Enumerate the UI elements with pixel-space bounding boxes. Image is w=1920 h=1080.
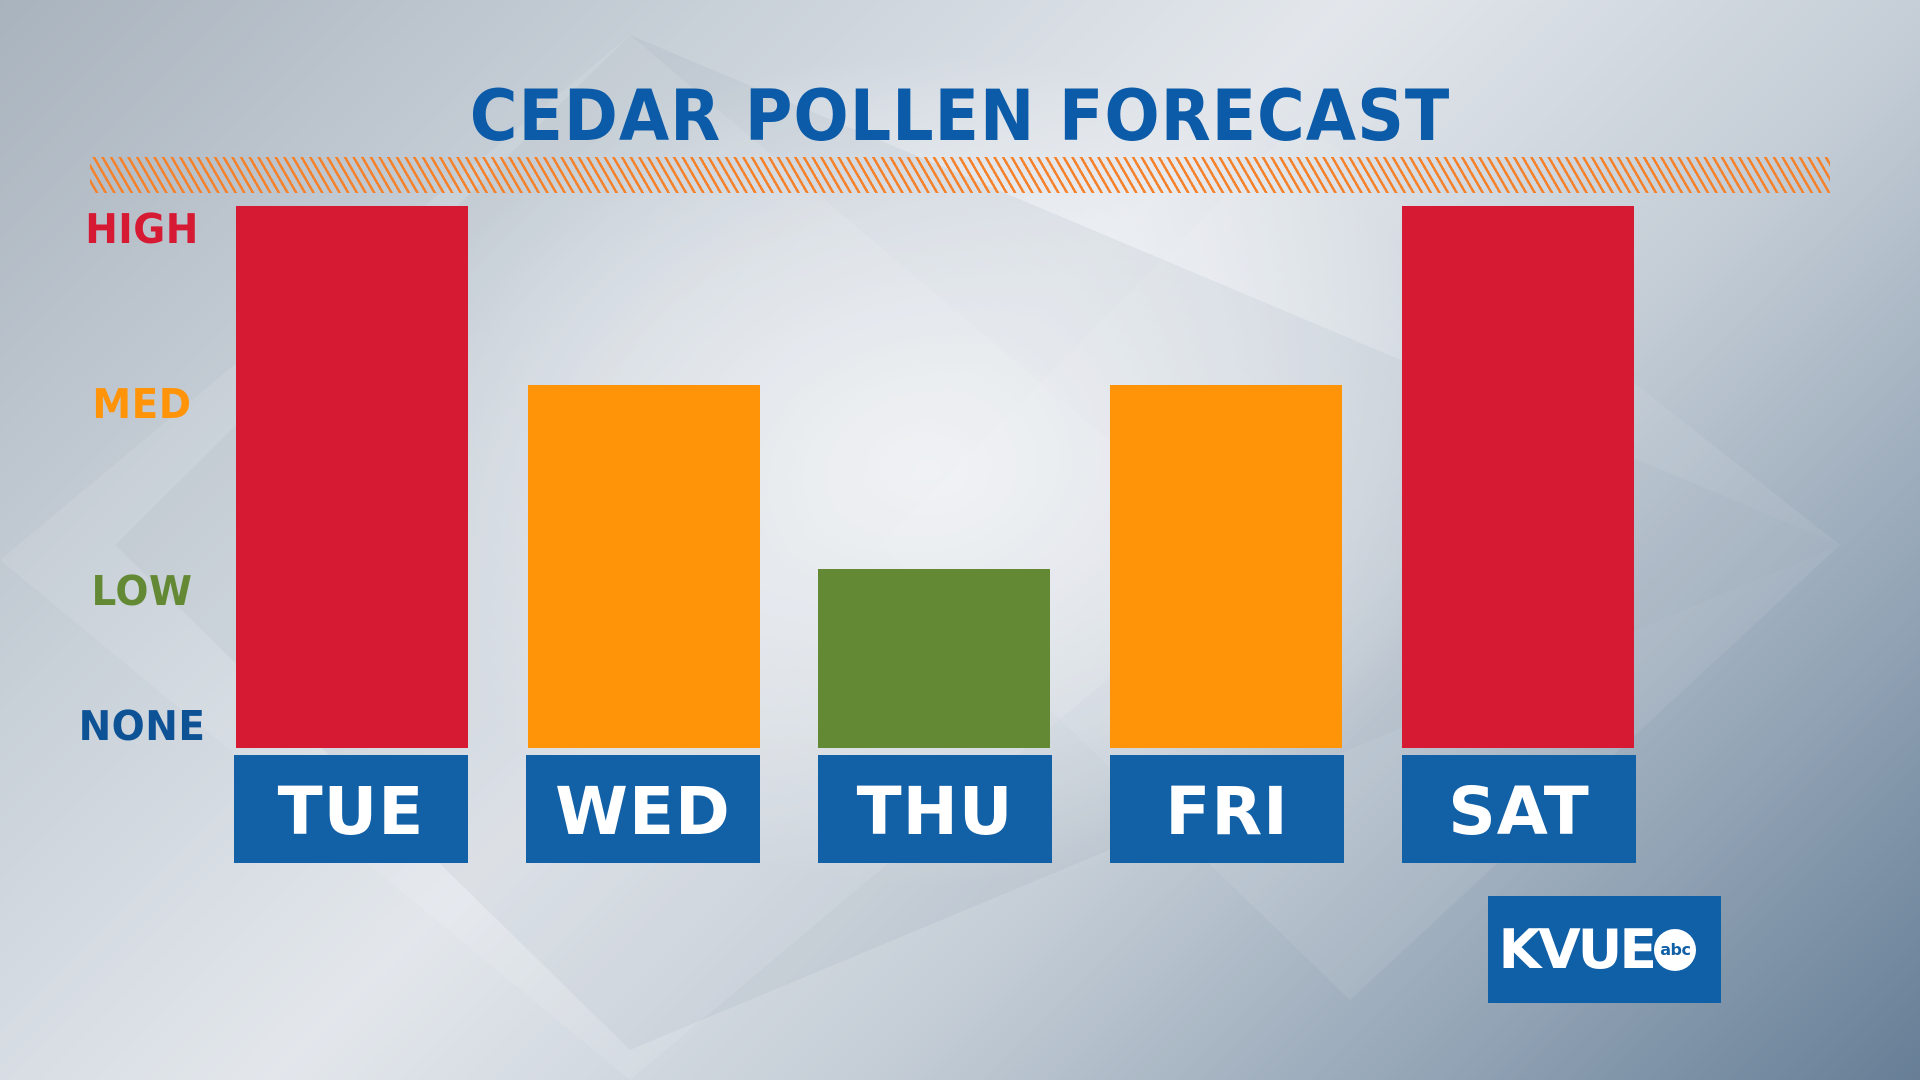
day-box-tue: TUE [234, 755, 468, 863]
day-label-sat: SAT [1448, 773, 1590, 850]
bar-wed [528, 385, 760, 748]
kvue-abc-logo: KVUE abc [1488, 896, 1721, 1003]
day-box-thu: THU [818, 755, 1052, 863]
abc-network-icon: abc [1654, 928, 1697, 971]
day-label-fri: FRI [1165, 773, 1289, 850]
station-logo-text: KVUE [1498, 917, 1656, 981]
day-label-thu: THU [856, 773, 1014, 850]
bar-tue [236, 206, 468, 748]
day-box-wed: WED [526, 755, 760, 863]
day-box-sat: SAT [1402, 755, 1636, 863]
day-box-fri: FRI [1110, 755, 1344, 863]
y-label-high: HIGH [85, 205, 199, 253]
bar-thu [818, 569, 1050, 748]
bar-sat [1402, 206, 1634, 748]
y-label-low: LOW [91, 567, 193, 615]
orange-hatched-divider [90, 157, 1830, 193]
chart-title: CEDAR POLLEN FORECAST [469, 75, 1451, 157]
network-logo-text: abc [1660, 940, 1691, 959]
y-label-none: NONE [78, 702, 206, 750]
y-label-med: MED [92, 380, 192, 428]
bar-fri [1110, 385, 1342, 748]
day-label-tue: TUE [277, 773, 425, 850]
day-label-wed: WED [555, 773, 731, 850]
